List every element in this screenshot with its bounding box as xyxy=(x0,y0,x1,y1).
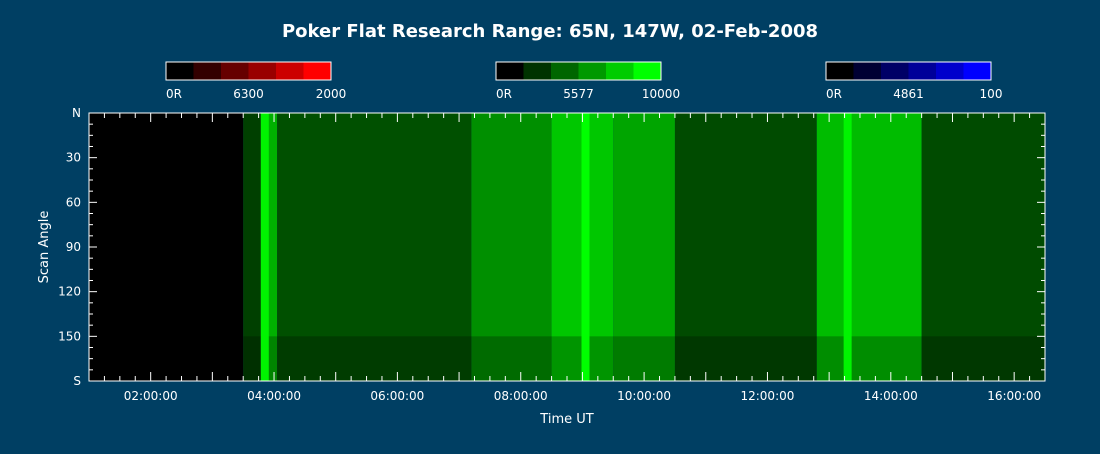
y-tick-label: N xyxy=(72,106,81,120)
colorbar-red-max-label: 2000 xyxy=(316,87,347,101)
colorbar-red-segment xyxy=(166,62,194,80)
colorbar-blue-max-label: 100 xyxy=(980,87,1003,101)
chart-title: Poker Flat Research Range: 65N, 147W, 02… xyxy=(282,21,818,42)
heatmap-cell xyxy=(816,113,922,381)
x-tick-label: 14:00:00 xyxy=(864,389,918,403)
colorbar-green-min-label: 0R xyxy=(496,87,512,101)
heatmap-bright-band xyxy=(260,113,269,381)
colorbar-red-segment xyxy=(193,62,222,80)
y-tick-label: 90 xyxy=(66,240,81,254)
colorbar-blue-segment xyxy=(881,62,909,80)
colorbar-red-segment xyxy=(221,62,249,80)
keogram-plot xyxy=(88,112,1046,382)
x-tick-label: 12:00:00 xyxy=(740,389,794,403)
y-tick-label: 30 xyxy=(66,151,81,165)
colorbar-blue-segment xyxy=(936,62,964,80)
colorbar-red-segment xyxy=(276,62,304,80)
colorbar-blue-segment xyxy=(853,62,882,80)
y-tick-label: 60 xyxy=(66,195,81,209)
heatmap-bright-band xyxy=(581,113,590,381)
colorbar-blue-segment xyxy=(963,62,992,80)
heatmap-cell xyxy=(471,113,552,381)
colorbar-green-segment xyxy=(633,62,662,80)
colorbar-red-min-label: 0R xyxy=(166,87,182,101)
heatmap-cell xyxy=(277,113,472,381)
y-axis-label: Scan Angle xyxy=(37,211,52,284)
colorbar-blue-segment xyxy=(908,62,937,80)
y-tick-label: 120 xyxy=(58,285,81,299)
colorbar-green-max-label: 10000 xyxy=(642,87,680,101)
colorbar-blue-min-label: 0R xyxy=(826,87,842,101)
colorbar-red-wavelength-label: 6300 xyxy=(233,87,264,101)
colorbar-green-segment xyxy=(523,62,552,80)
x-tick-label: 04:00:00 xyxy=(247,389,301,403)
x-tick-label: 16:00:00 xyxy=(987,389,1041,403)
colorbar-green-wavelength-label: 5577 xyxy=(563,87,594,101)
heatmap-cell xyxy=(674,113,817,381)
x-tick-label: 06:00:00 xyxy=(370,389,424,403)
y-tick-label: 150 xyxy=(58,329,81,343)
colorbar-green-segment xyxy=(496,62,524,80)
colorbar-group: 0R 6300 2000 0R 5577 10000 0R 4861 100 xyxy=(165,61,1003,101)
colorbar-blue-wavelength-label: 4861 xyxy=(893,87,924,101)
colorbar-green-segment xyxy=(606,62,634,80)
colorbar-green-segment xyxy=(578,62,607,80)
no-data-region xyxy=(89,113,244,381)
heatmap-area xyxy=(89,113,1045,381)
x-tick-label: 02:00:00 xyxy=(124,389,178,403)
heatmap-bright-band xyxy=(843,113,852,381)
colorbar-green-frame xyxy=(495,61,662,81)
colorbar-green-segment xyxy=(551,62,579,80)
x-tick-label: 08:00:00 xyxy=(494,389,548,403)
x-tick-label: 10:00:00 xyxy=(617,389,671,403)
colorbar-red-segment xyxy=(303,62,332,80)
y-tick-label: S xyxy=(73,374,81,388)
heatmap-cell xyxy=(921,113,1045,381)
heatmap-cell xyxy=(243,113,262,381)
x-axis: 02:00:00 04:00:00 06:00:00 08:00:00 10:00:00… xyxy=(88,113,1046,403)
x-axis-label: Time UT xyxy=(539,412,593,427)
colorbar-blue-segment xyxy=(826,62,854,80)
colorbar-red-segment xyxy=(248,62,277,80)
colorbar-blue-frame xyxy=(825,61,992,81)
colorbar-red-frame xyxy=(165,61,332,81)
y-axis: N 30 60 90 120 150 S xyxy=(58,106,1045,388)
heatmap-cell xyxy=(613,113,675,381)
